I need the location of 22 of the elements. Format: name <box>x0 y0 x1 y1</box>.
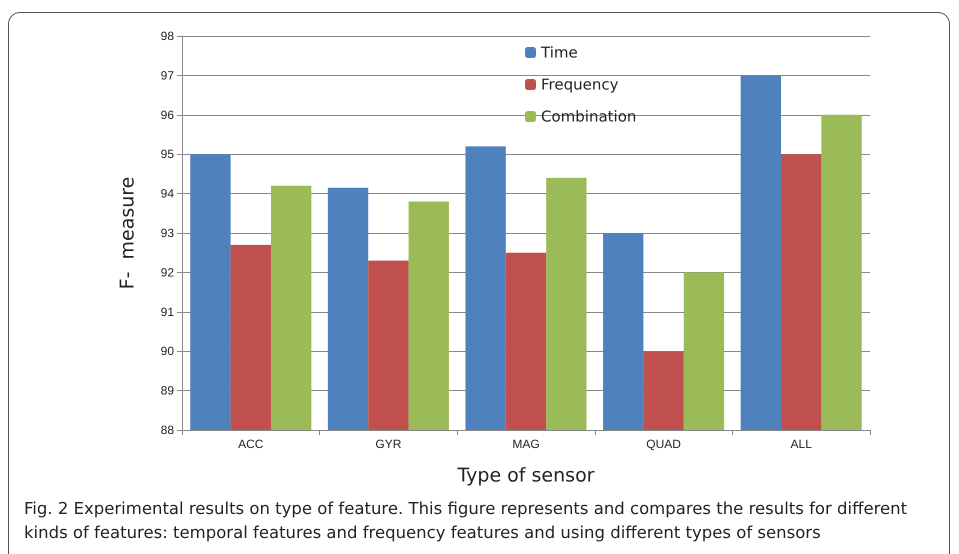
y-axis-title: F- measure <box>116 176 138 290</box>
y-tick-label: 89 <box>160 384 174 398</box>
y-tick-label: 95 <box>160 147 174 162</box>
y-tick-label: 88 <box>160 423 174 437</box>
y-tick-label: 97 <box>160 68 174 82</box>
y-tick-label: 93 <box>160 226 174 240</box>
x-axis-title: Type of sensor <box>456 464 595 486</box>
x-tick-label: ALL <box>790 437 812 451</box>
y-tick-label: 94 <box>160 186 174 201</box>
y-tick-label: 90 <box>160 344 174 358</box>
y-tick-label: 92 <box>160 265 174 280</box>
y-tick-label: 98 <box>160 29 174 43</box>
caption: Fig. 2 Experimental results on type of feature. This figure represents and compares the results for different kinds of features: temporal features and frequency features and using different types of sensors <box>24 498 908 544</box>
legend-label: Combination <box>541 108 636 126</box>
x-tick-label: ACC <box>238 437 264 451</box>
legend-label: Time <box>540 44 578 62</box>
legend-label: Frequency <box>541 76 619 94</box>
x-tick-label: MAG <box>512 437 540 451</box>
y-tick-label: 96 <box>160 108 174 122</box>
y-tick-label: 91 <box>160 304 174 319</box>
x-tick-label: QUAD <box>646 437 682 451</box>
x-tick-label: GYR <box>375 437 402 451</box>
